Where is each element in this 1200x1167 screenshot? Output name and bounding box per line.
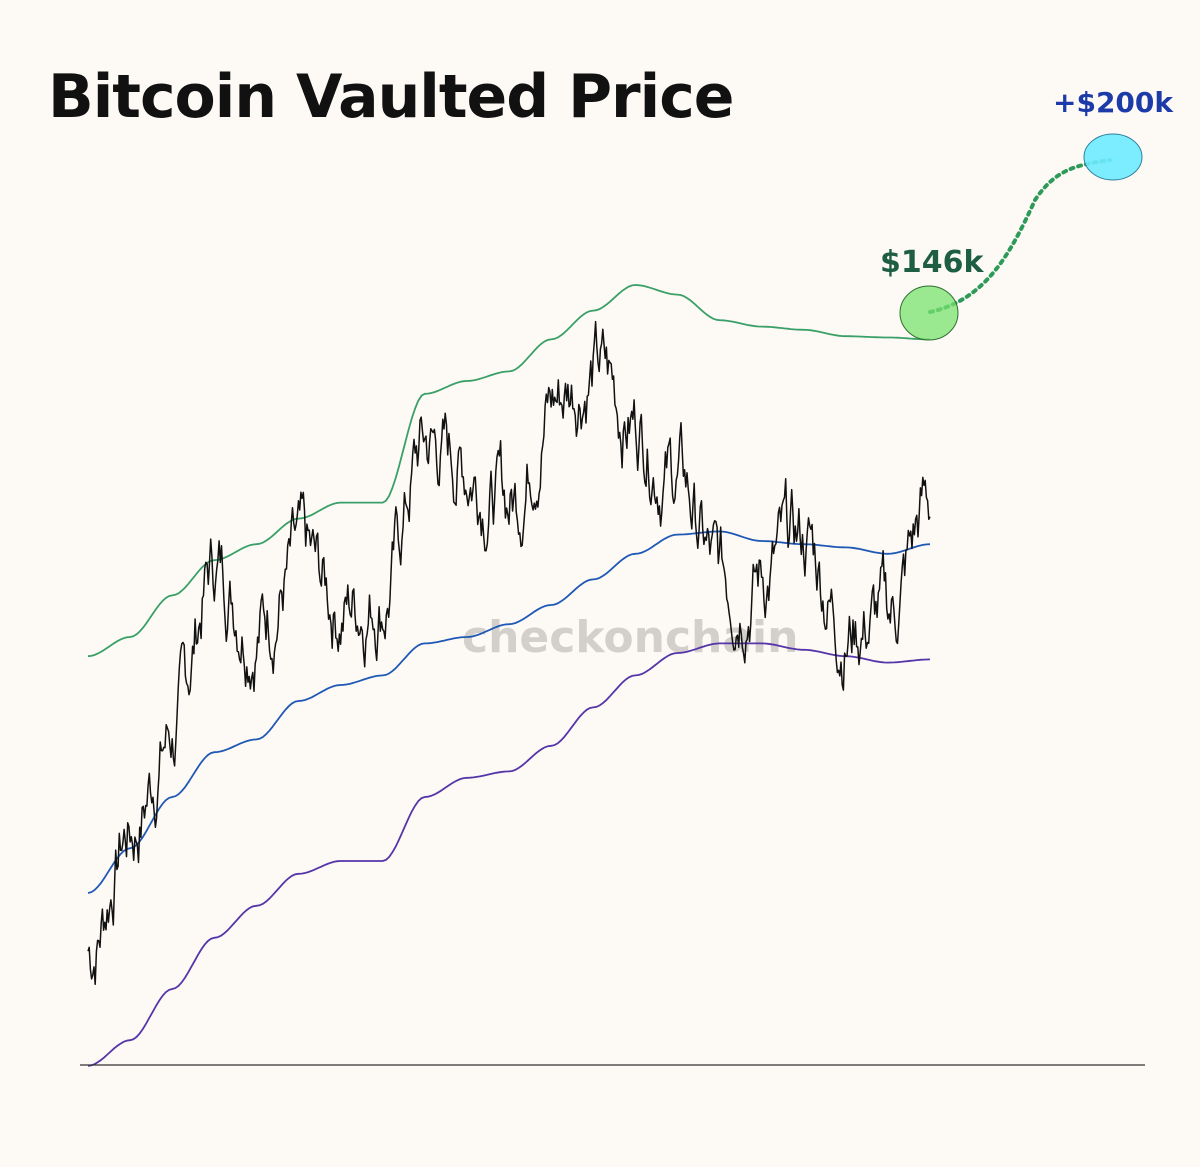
annotation-200k: +$200k <box>1053 86 1174 119</box>
annotation-146k: $146k <box>880 245 984 280</box>
series-line-upper_band <box>87 284 930 658</box>
watermark-text: checkonchain <box>462 612 798 663</box>
chart-title: Bitcoin Vaulted Price <box>48 62 734 132</box>
target-marker-146k <box>899 285 959 341</box>
series-line-price <box>87 320 931 986</box>
series-line-lower_band <box>87 642 931 1067</box>
target-marker-200k <box>1083 133 1143 181</box>
series-line-vaulted_price <box>87 530 931 894</box>
projection-path <box>928 158 1112 314</box>
